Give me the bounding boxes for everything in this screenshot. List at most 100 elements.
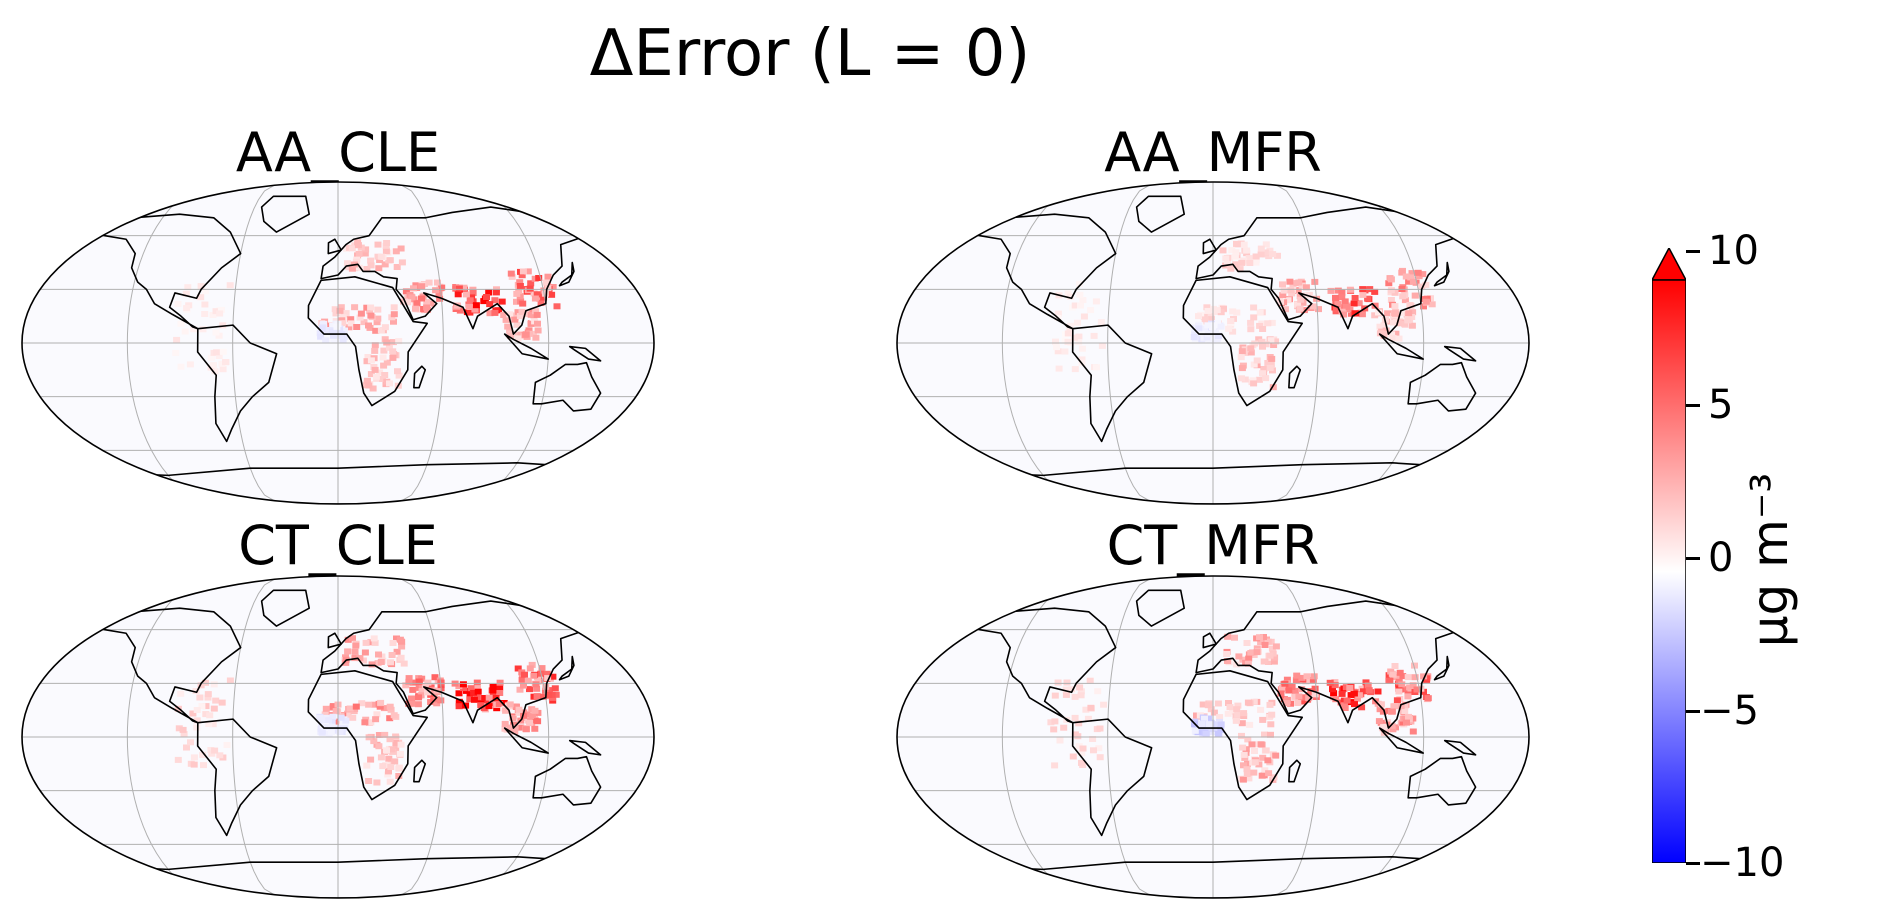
data-cell [1054, 310, 1062, 317]
graticule-meridian [1328, 182, 1425, 504]
data-cell [177, 690, 185, 697]
data-cell [1302, 284, 1310, 291]
data-cell [1288, 290, 1296, 297]
data-cell [329, 328, 337, 335]
graticule-meridian [232, 576, 281, 898]
panel-title-aa-mfr: AA_MFR [1104, 121, 1322, 184]
data-cell [352, 703, 360, 710]
data-cell [386, 380, 393, 387]
data-cell [480, 298, 488, 305]
data-cell [1262, 747, 1270, 754]
data-cell [363, 377, 371, 384]
data-cell [1397, 310, 1405, 317]
data-cell [520, 682, 527, 689]
data-cell [1371, 288, 1379, 295]
data-cell [1238, 732, 1245, 739]
data-cell [1249, 649, 1257, 656]
data-cell [1358, 704, 1366, 711]
data-cell [410, 285, 417, 292]
data-cell [213, 349, 221, 356]
data-cell [1265, 659, 1272, 665]
data-cell [376, 369, 384, 376]
data-cell [209, 362, 217, 369]
data-cell [388, 746, 396, 753]
data-cell [1252, 253, 1260, 260]
data-cell [1364, 682, 1372, 689]
data-cell [1279, 281, 1286, 288]
data-cell [1233, 240, 1240, 247]
colorbar-extend-arrow [1652, 248, 1686, 281]
data-cell [1385, 280, 1393, 287]
coastline [1443, 345, 1477, 362]
data-cell [496, 684, 504, 691]
data-cell [226, 677, 234, 684]
data-cell [496, 690, 504, 696]
data-cell [386, 736, 394, 743]
data-cell [523, 311, 531, 318]
graticule-meridian [1107, 182, 1156, 504]
data-cell [1415, 273, 1423, 280]
data-cell [1332, 306, 1340, 313]
coastline [958, 607, 1117, 724]
data-cell [1090, 332, 1098, 339]
data-cell [1243, 766, 1251, 773]
data-cell [372, 716, 380, 723]
coastline [568, 739, 602, 756]
data-cell [1251, 759, 1259, 766]
data-cell [202, 679, 209, 686]
data-cell [1062, 686, 1070, 693]
data-cell [1283, 696, 1291, 703]
data-cell [1235, 653, 1243, 660]
data-cell [328, 723, 336, 730]
data-cell [1270, 658, 1278, 665]
data-cell [1360, 688, 1367, 695]
data-cell [390, 712, 398, 719]
data-cell [1270, 342, 1278, 348]
data-cell [1090, 747, 1097, 754]
data-cell [351, 648, 359, 655]
data-cell [544, 675, 552, 682]
map-ct-cle [21, 575, 655, 899]
data-cell [1061, 348, 1069, 355]
data-cell [522, 331, 530, 338]
data-cell [1407, 302, 1415, 309]
data-cell [381, 261, 389, 268]
data-cell [1247, 319, 1255, 326]
coastline [83, 607, 242, 724]
data-cell [330, 336, 338, 343]
data-cell [1096, 754, 1104, 761]
data-cell [198, 703, 206, 710]
data-cell [1078, 750, 1086, 757]
data-cell [413, 300, 421, 307]
data-cell [412, 305, 419, 312]
data-cell [197, 682, 205, 689]
data-cell [455, 703, 463, 710]
data-cell [1411, 662, 1418, 669]
data-cell [204, 694, 212, 701]
data-cell [1207, 706, 1215, 713]
data-cell [348, 265, 356, 272]
data-cell [210, 705, 218, 712]
data-cell [1250, 314, 1258, 321]
data-cell [1404, 693, 1412, 700]
data-cell [383, 747, 390, 754]
data-cell [1364, 295, 1372, 302]
data-cell [222, 359, 229, 366]
data-cell [181, 328, 189, 335]
data-cell [1060, 724, 1068, 731]
data-cell [1223, 651, 1231, 657]
data-cell [1256, 322, 1264, 329]
data-cell [1267, 361, 1275, 368]
graticule-meridian [232, 182, 281, 504]
data-cell [1283, 676, 1291, 683]
data-cell [367, 371, 375, 378]
data-cell [1241, 376, 1249, 383]
data-cell [1076, 291, 1084, 298]
data-cell [386, 703, 394, 710]
data-cell [1300, 694, 1307, 701]
data-cell [466, 309, 474, 316]
data-cell [1204, 715, 1212, 722]
coastline [532, 361, 602, 412]
coastline [1135, 589, 1186, 627]
data-cell [209, 721, 217, 728]
